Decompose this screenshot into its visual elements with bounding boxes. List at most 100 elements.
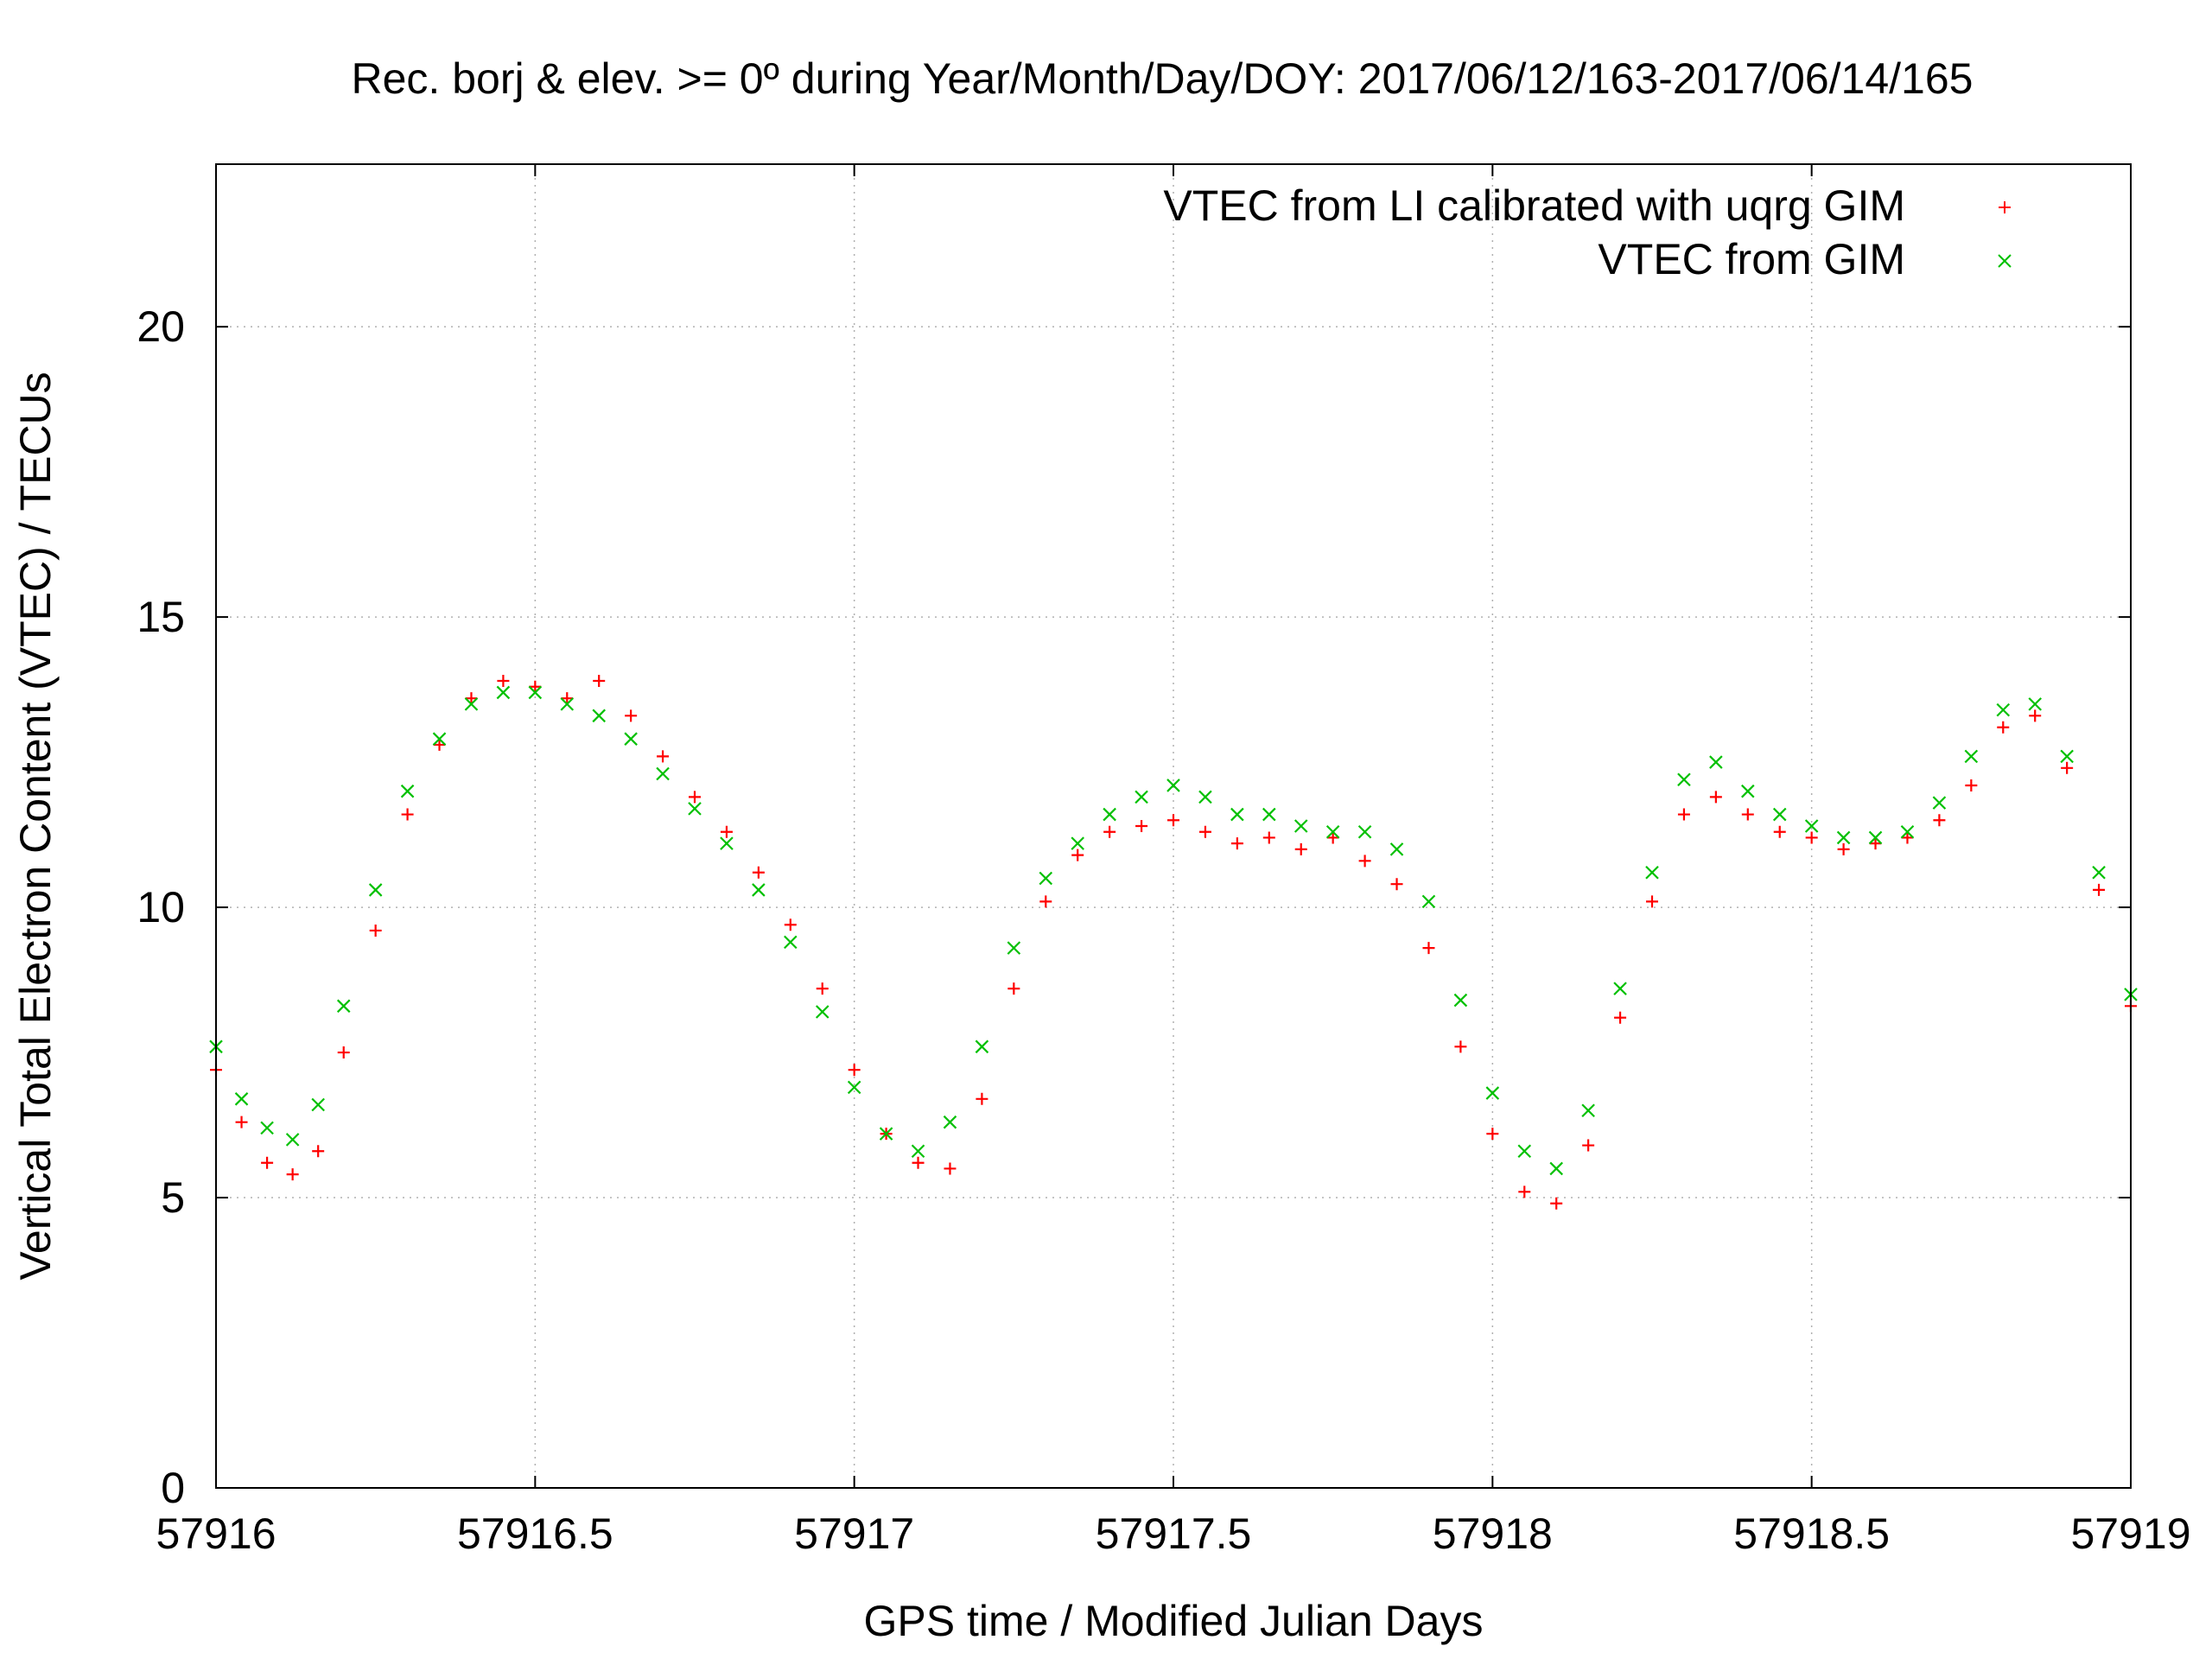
- data-point: [497, 675, 510, 688]
- data-point: [657, 750, 670, 763]
- data-point: [235, 1116, 248, 1128]
- data-point: [1325, 824, 1340, 839]
- data-point: [1518, 1185, 1531, 1198]
- data-point: [1135, 820, 1148, 832]
- data-point: [1007, 941, 1021, 955]
- y-tick-label: 20: [137, 302, 185, 351]
- data-point: [1965, 779, 1978, 791]
- data-point: [1709, 755, 1723, 769]
- data-point: [465, 692, 478, 705]
- x-tick-label: 57916: [156, 1510, 276, 1558]
- data-point: [975, 1039, 989, 1054]
- series-1: [209, 685, 2138, 1176]
- data-point: [1071, 849, 1084, 861]
- data-point: [1869, 837, 1882, 850]
- y-tick-label: 5: [161, 1173, 185, 1222]
- x-axis-ticks: 57916 57916.5 57917 57917.5 57918 57918.5 5791…: [156, 164, 2191, 1558]
- data-point: [261, 1156, 274, 1169]
- data-point: [260, 1121, 274, 1135]
- data-point: [1389, 842, 1404, 856]
- data-point: [285, 1133, 300, 1147]
- data-point: [1645, 865, 1659, 880]
- data-point: [879, 1127, 893, 1141]
- data-point: [720, 825, 733, 838]
- legend-label-gim: VTEC from GIM: [1598, 235, 1905, 283]
- data-point: [720, 836, 734, 850]
- data-point: [592, 709, 606, 723]
- data-point: [1166, 779, 1180, 792]
- data-point: [1039, 895, 1052, 908]
- x-axis-label: GPS time / Modified Julian Days: [864, 1597, 1484, 1645]
- data-point: [1230, 837, 1243, 850]
- data-point: [1103, 807, 1116, 822]
- data-point: [2061, 761, 2074, 774]
- data-point: [286, 1168, 299, 1181]
- y-axis-label: Vertical Total Electron Content (VTEC) /…: [11, 372, 60, 1280]
- data-point: [976, 1092, 988, 1105]
- data-point: [1582, 1139, 1595, 1152]
- data-point: [1933, 814, 1946, 827]
- data-point: [1614, 1011, 1627, 1024]
- data-point: [1039, 871, 1053, 886]
- data-point: [1485, 1086, 1500, 1100]
- data-point: [400, 784, 415, 798]
- data-point: [1709, 791, 1722, 804]
- chart-title: Rec. borj & elev. >= 0º during Year/Mont…: [352, 54, 1974, 103]
- data-point: [1326, 831, 1339, 844]
- data-point: [943, 1115, 957, 1129]
- data-point: [816, 982, 829, 995]
- data-point: [624, 732, 638, 746]
- data-point: [1453, 993, 1468, 1007]
- data-point: [1454, 1040, 1467, 1053]
- x-tick-label: 57918.5: [1733, 1510, 1890, 1558]
- data-point: [496, 685, 511, 700]
- data-point: [847, 1080, 861, 1095]
- data-point: [1997, 721, 2010, 734]
- data-point: [689, 791, 701, 804]
- data-point: [1103, 825, 1116, 838]
- data-point: [1135, 790, 1148, 804]
- y-tick-label: 15: [137, 593, 185, 641]
- x-tick-label: 57916.5: [457, 1510, 613, 1558]
- data-point: [401, 808, 414, 821]
- x-tick-label: 57919: [2070, 1510, 2190, 1558]
- data-point: [1198, 825, 1211, 838]
- data-point: [1837, 842, 1850, 855]
- data-point: [1549, 1161, 1563, 1176]
- data-point: [1773, 825, 1786, 838]
- data-point: [464, 697, 479, 711]
- data-point: [1805, 831, 1818, 844]
- data-point: [2029, 709, 2042, 722]
- data-point: [432, 732, 447, 746]
- data-point: [944, 1162, 957, 1175]
- data-point: [369, 924, 382, 937]
- grid-lines: [216, 164, 2131, 1488]
- series-0: [210, 675, 2137, 1210]
- data-point: [593, 675, 606, 688]
- data-point: [688, 802, 702, 816]
- data-point: [1677, 772, 1691, 787]
- data-point: [2060, 749, 2074, 764]
- data-point: [561, 692, 574, 705]
- data-point: [911, 1144, 925, 1159]
- data-point: [1198, 790, 1212, 804]
- data-point: [912, 1156, 925, 1169]
- data-point: [1294, 819, 1308, 833]
- data-point: [784, 918, 797, 931]
- data-point: [1550, 1197, 1563, 1210]
- data-point: [1772, 807, 1787, 822]
- data-point: [1358, 855, 1371, 868]
- data-point: [1167, 814, 1179, 827]
- data-point: [2092, 865, 2106, 880]
- data-point: [1071, 836, 1084, 850]
- data-point: [1390, 878, 1403, 891]
- data-point: [2028, 697, 2042, 711]
- data-point: [784, 935, 798, 950]
- data-point: [656, 766, 670, 781]
- x-tick-label: 57918: [1433, 1510, 1553, 1558]
- data-point: [1741, 808, 1754, 821]
- data-point: [1932, 796, 1947, 810]
- data-points: [209, 675, 2138, 1210]
- data-point: [336, 999, 351, 1014]
